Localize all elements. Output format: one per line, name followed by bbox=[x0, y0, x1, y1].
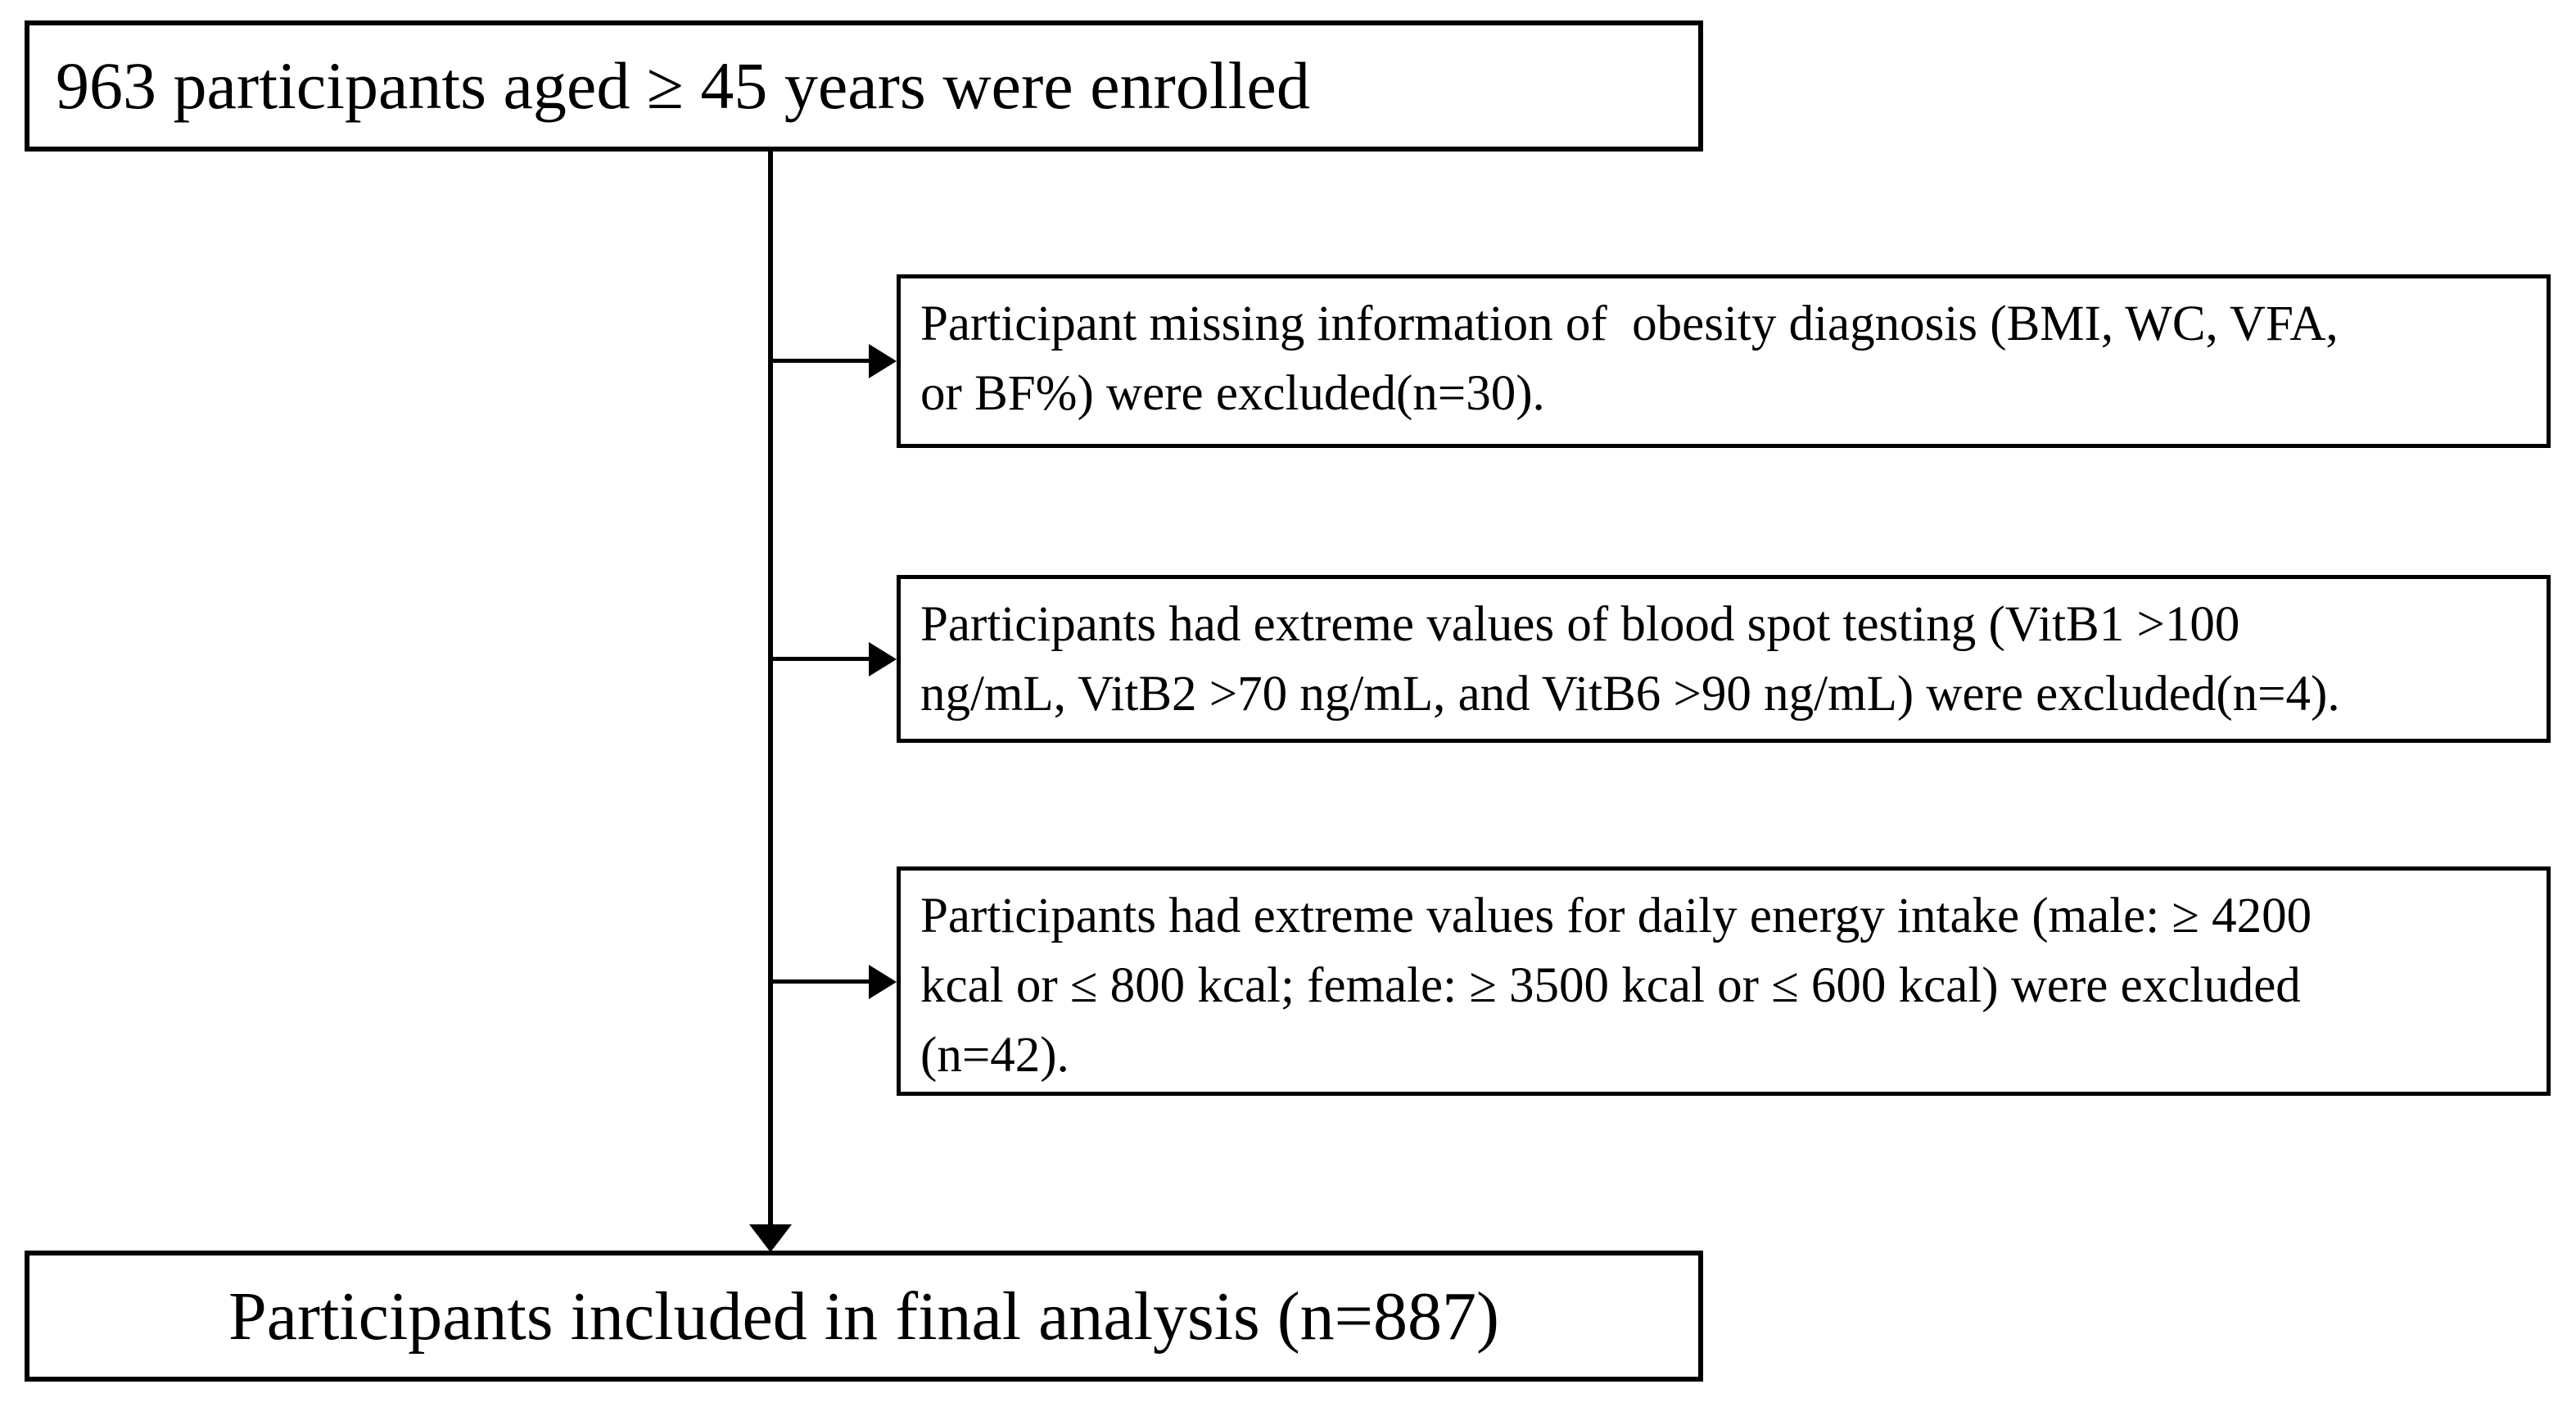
final-analysis-box-text: Participants included in final analysis … bbox=[228, 1278, 1500, 1355]
main-flow-line bbox=[768, 150, 773, 1229]
right-arrowhead-icon-1 bbox=[869, 343, 897, 378]
enrollment-box-text: 963 participants aged ≥ 45 years were en… bbox=[56, 48, 1310, 123]
exclusion-box-missing-info: Participant missing information of obesi… bbox=[897, 274, 2551, 448]
right-arrowhead-icon-3 bbox=[869, 964, 897, 999]
enrollment-box: 963 participants aged ≥ 45 years were en… bbox=[25, 20, 1703, 152]
branch-line-1 bbox=[771, 359, 872, 363]
exclusion-box-blood-spot: Participants had extreme values of blood… bbox=[897, 575, 2551, 743]
exclusion-box-missing-info-text: Participant missing information of obesi… bbox=[920, 296, 2339, 421]
exclusion-box-blood-spot-text: Participants had extreme values of blood… bbox=[920, 597, 2340, 722]
exclusion-box-energy-intake: Participants had extreme values for dail… bbox=[897, 866, 2551, 1096]
exclusion-box-energy-intake-text: Participants had extreme values for dail… bbox=[920, 889, 2312, 1083]
right-arrowhead-icon-2 bbox=[869, 641, 897, 676]
final-analysis-box: Participants included in final analysis … bbox=[25, 1251, 1703, 1382]
branch-line-3 bbox=[771, 979, 872, 984]
down-arrowhead-icon bbox=[749, 1224, 792, 1252]
branch-line-2 bbox=[771, 657, 872, 661]
